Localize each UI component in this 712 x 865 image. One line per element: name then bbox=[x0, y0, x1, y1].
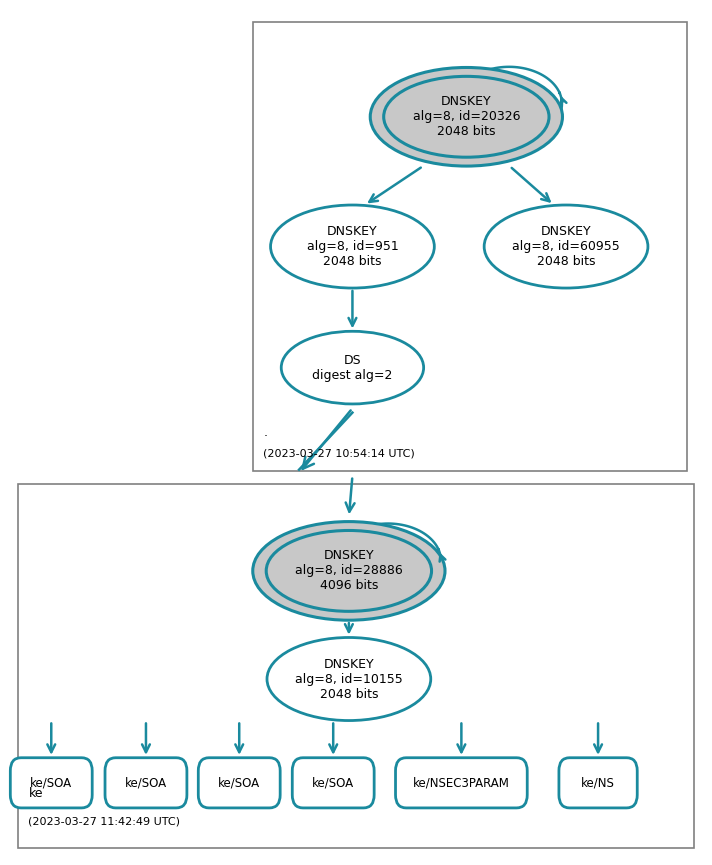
Text: DS
digest alg=2: DS digest alg=2 bbox=[313, 354, 392, 381]
Ellipse shape bbox=[253, 522, 445, 620]
Text: DNSKEY
alg=8, id=20326
2048 bits: DNSKEY alg=8, id=20326 2048 bits bbox=[413, 95, 520, 138]
Text: ke/NSEC3PARAM: ke/NSEC3PARAM bbox=[413, 776, 510, 790]
Text: ke/SOA: ke/SOA bbox=[125, 776, 167, 790]
FancyBboxPatch shape bbox=[559, 758, 637, 808]
FancyBboxPatch shape bbox=[396, 758, 527, 808]
Text: DNSKEY
alg=8, id=28886
4096 bits: DNSKEY alg=8, id=28886 4096 bits bbox=[295, 549, 403, 593]
Ellipse shape bbox=[271, 205, 434, 288]
FancyBboxPatch shape bbox=[105, 758, 187, 808]
FancyBboxPatch shape bbox=[10, 758, 93, 808]
Text: ke/NS: ke/NS bbox=[581, 776, 615, 790]
FancyBboxPatch shape bbox=[198, 758, 281, 808]
Text: (2023-03-27 10:54:14 UTC): (2023-03-27 10:54:14 UTC) bbox=[263, 448, 415, 458]
Ellipse shape bbox=[267, 638, 431, 721]
Text: ke/SOA: ke/SOA bbox=[30, 776, 73, 790]
Ellipse shape bbox=[281, 331, 424, 404]
Text: DNSKEY
alg=8, id=60955
2048 bits: DNSKEY alg=8, id=60955 2048 bits bbox=[512, 225, 620, 268]
Text: ke/SOA: ke/SOA bbox=[312, 776, 355, 790]
Text: (2023-03-27 11:42:49 UTC): (2023-03-27 11:42:49 UTC) bbox=[28, 816, 180, 826]
Text: .: . bbox=[263, 426, 268, 439]
Ellipse shape bbox=[370, 67, 562, 166]
Text: ke: ke bbox=[28, 787, 43, 800]
Text: ke/SOA: ke/SOA bbox=[218, 776, 261, 790]
Text: DNSKEY
alg=8, id=951
2048 bits: DNSKEY alg=8, id=951 2048 bits bbox=[307, 225, 398, 268]
Bar bbox=[253, 22, 687, 471]
Ellipse shape bbox=[484, 205, 648, 288]
Bar bbox=[18, 484, 694, 848]
Text: DNSKEY
alg=8, id=10155
2048 bits: DNSKEY alg=8, id=10155 2048 bits bbox=[295, 657, 403, 701]
FancyBboxPatch shape bbox=[292, 758, 375, 808]
